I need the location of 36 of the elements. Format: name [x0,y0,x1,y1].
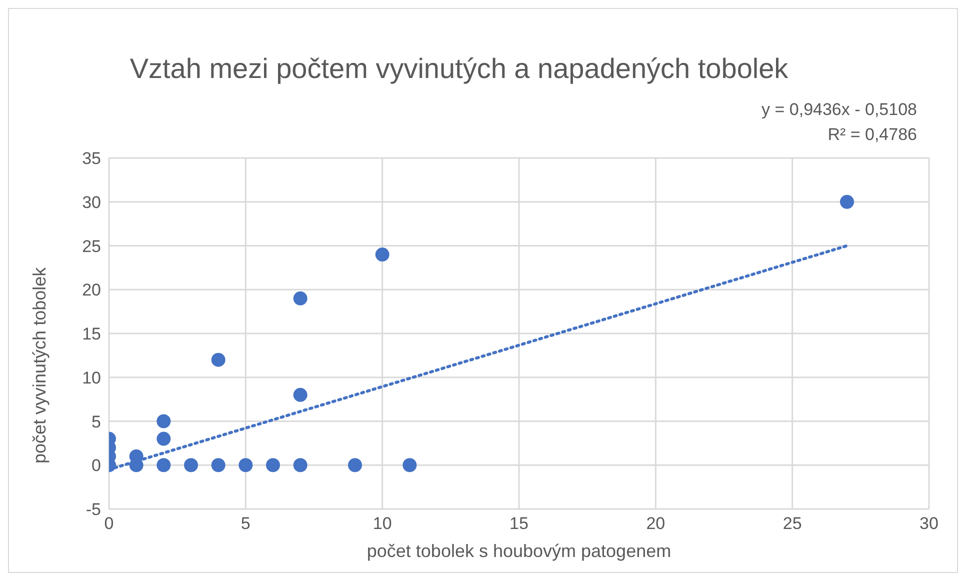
point [156,432,171,446]
x-tick-label: 0 [104,514,114,534]
point [211,352,226,367]
x-tick-label: 30 [920,514,938,534]
y-tick-label: -5 [86,500,101,520]
point [840,194,854,209]
x-tick-label: 20 [646,514,666,534]
y-tick-label: 30 [82,192,101,212]
point [266,458,280,472]
y-tick-label: 25 [82,236,101,256]
x-tick-label: 5 [240,514,250,534]
point [402,458,417,472]
text: y = 0,9436x - 0,5108 [762,99,917,121]
x-axis-title: počet tobolek s houbovým patogenem [366,541,672,561]
point [156,414,171,428]
y-tick-label: 20 [82,280,101,300]
x-tick-label: 25 [782,514,802,534]
chart-title: Vztah mezi počtem vyvinutých a napadených tobolek [128,52,790,86]
y-axis-title: počet vyvinutých tobolek [29,266,50,464]
point [293,388,308,402]
point [293,458,308,472]
text: R² = 0,4786 [826,124,917,146]
point [375,248,390,262]
y-tick-label: 15 [82,324,101,344]
y-tick-label: 0 [92,456,101,476]
point [156,458,171,472]
point [211,458,226,472]
y-tick-label: 10 [82,368,101,388]
x-tick-label: 10 [372,514,392,534]
point [184,458,198,472]
y-tick-label: 5 [92,412,101,432]
point [293,291,308,306]
point [348,458,362,472]
y-tick-label: 35 [82,149,101,168]
point [238,458,253,472]
x-tick-label: 15 [510,514,528,534]
